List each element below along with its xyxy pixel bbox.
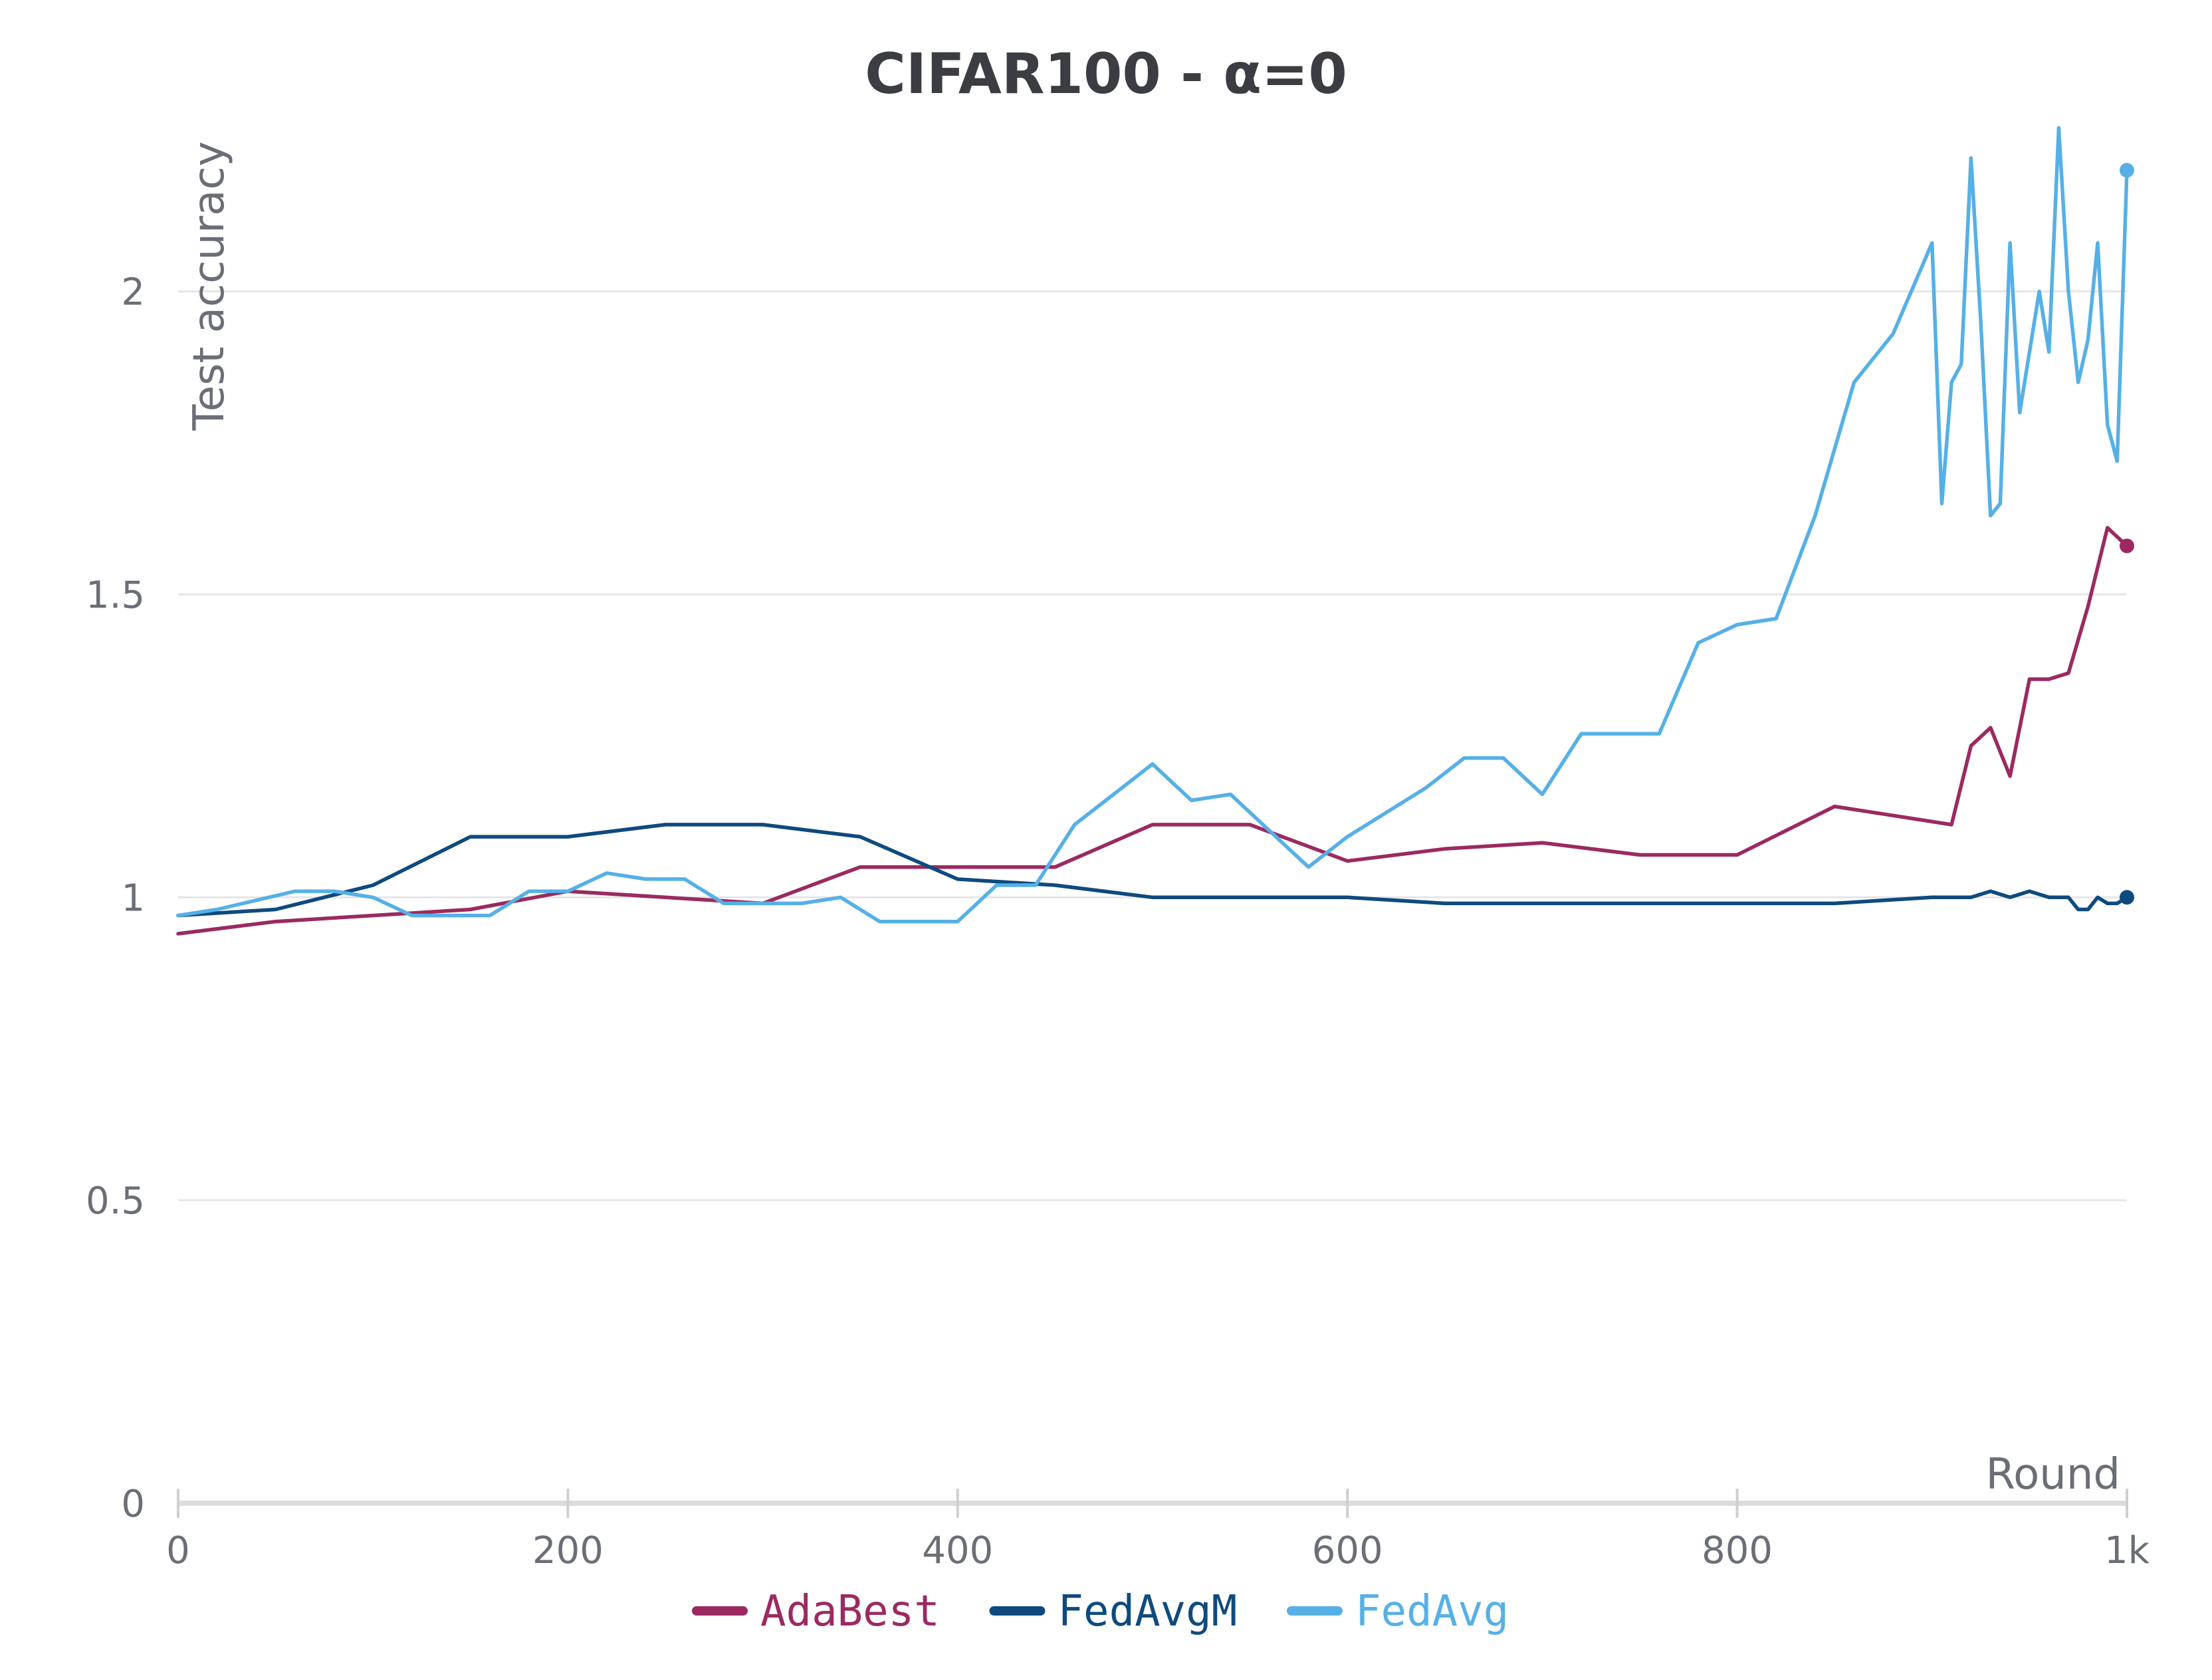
legend-label: AdaBest [760,1587,940,1636]
y-axis-label: Test accuracy [185,141,234,431]
legend-item-adabest[interactable]: AdaBest [692,1587,940,1636]
series-line-fedavg [176,126,2129,924]
legend-label: FedAvg [1355,1587,1509,1636]
y-tick-label: 1 [121,877,145,920]
series-line-adabest [176,526,2129,936]
y-tick-label: 0 [121,1483,145,1526]
x-tick-label: 400 [922,1529,993,1572]
series-end-marker-fedavgm [2120,890,2134,905]
series-end-marker-adabest [2120,538,2134,554]
series-layer [176,126,2134,936]
legend-item-fedavgm[interactable]: FedAvgM [989,1587,1238,1636]
legend-label: FedAvgM [1058,1587,1238,1636]
x-tick-label: 800 [1702,1529,1773,1572]
x-axis-label: Round [1986,1450,2121,1499]
y-tick-label: 1.5 [86,574,145,617]
chart-title: CIFAR100 - α=0 [865,41,1347,106]
series-end-marker-fedavg [2120,163,2134,178]
series-line-fedavgm [176,823,2129,918]
x-tick-label: 1k [2104,1529,2150,1572]
y-tick-label: 0.5 [86,1180,145,1223]
text-layer: CIFAR100 - α=0 Test accuracy Round [185,41,2120,1499]
legend: AdaBest FedAvgM FedAvg [692,1587,1509,1636]
x-tick-label: 200 [532,1529,604,1572]
axis-layer: 0 0.5 1 1.5 2 0 200 400 600 800 1k [86,271,2150,1572]
grid-layer [178,290,2127,1202]
y-tick-label: 2 [121,271,145,314]
x-tick-label: 600 [1312,1529,1383,1572]
legend-item-fedavg[interactable]: FedAvg [1287,1587,1509,1636]
x-tick-label: 0 [166,1529,190,1572]
